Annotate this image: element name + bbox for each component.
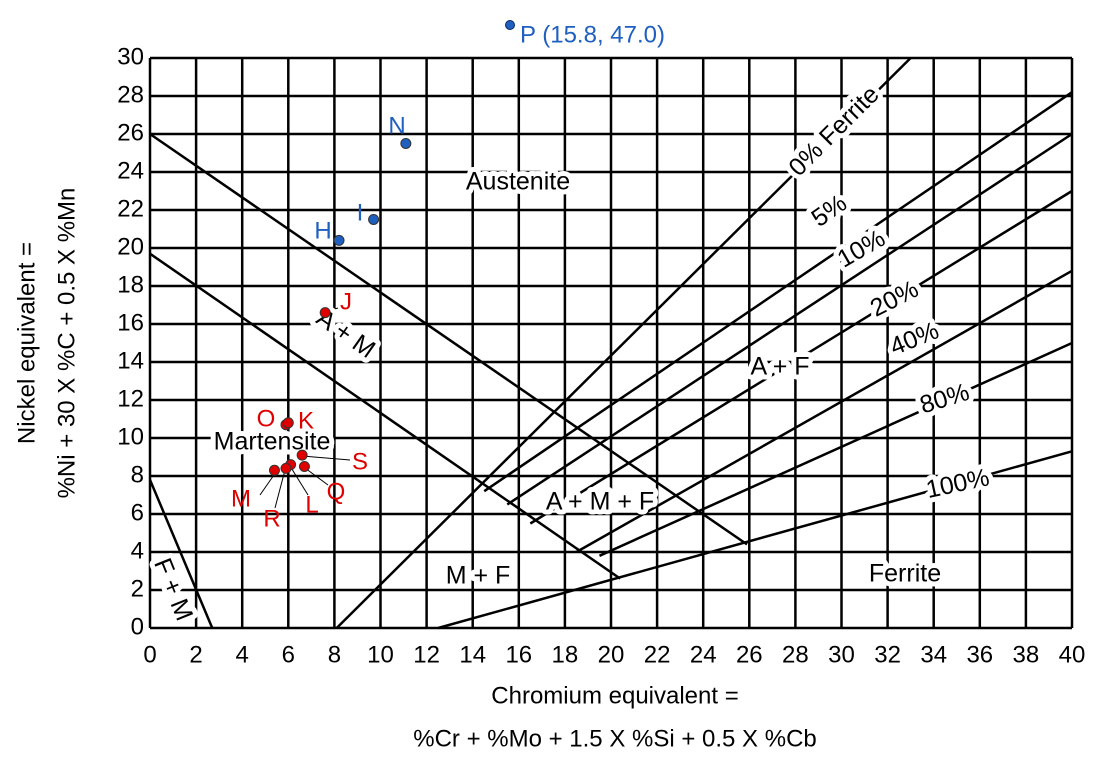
x-tick-label: 22	[644, 641, 671, 668]
y-tick-label: 18	[117, 271, 144, 298]
point-label: J	[340, 288, 352, 315]
y-tick-label: 4	[131, 537, 144, 564]
point-label: K	[298, 407, 314, 434]
point	[333, 234, 345, 246]
boundary-line	[483, 91, 1073, 493]
x-tick-label: 18	[552, 641, 579, 668]
point	[368, 214, 380, 225]
line-label: 5%	[806, 189, 852, 233]
boundary-line	[575, 269, 1073, 554]
point-label: I	[357, 199, 364, 226]
point	[319, 307, 331, 319]
line-label: 20%	[866, 275, 923, 323]
x-tick-label: 12	[413, 641, 440, 668]
point-label: M	[231, 485, 251, 512]
x-axis-label: %Cr + %Mo + 1.5 X %Si + 0.5 X %Cb	[413, 725, 817, 752]
x-tick-label: 2	[189, 641, 202, 668]
leader	[304, 467, 329, 486]
leader	[259, 471, 277, 496]
boundary-line	[598, 341, 1073, 557]
x-tick-label: 6	[282, 641, 295, 668]
x-tick-label: 20	[598, 641, 625, 668]
x-tick-label: 0	[143, 641, 156, 668]
region-label: A + M + F	[546, 488, 654, 516]
boundary-line	[506, 132, 1073, 506]
y-tick-label: 14	[117, 347, 144, 374]
boundaries	[148, 57, 1073, 630]
leader	[301, 455, 351, 461]
region-label: Austenite	[466, 168, 570, 196]
leader	[289, 465, 309, 496]
x-tick-label: 38	[1013, 641, 1040, 668]
x-tick-label: 30	[828, 641, 855, 668]
y-tick-label: 8	[131, 461, 144, 488]
y-tick-label: 20	[117, 233, 144, 260]
line-label: 80%	[917, 378, 973, 419]
point	[296, 449, 308, 461]
point	[400, 138, 412, 149]
region-label: M + F	[446, 562, 511, 590]
point-label: S	[352, 448, 368, 475]
leaders	[259, 307, 351, 509]
point-label: L	[305, 491, 318, 518]
boundary-line	[148, 479, 214, 629]
point-label: O	[257, 405, 276, 432]
point-label: Q	[327, 478, 346, 505]
region-label: Martensite	[214, 428, 331, 456]
x-tick-label: 10	[367, 641, 394, 668]
boundary-line	[437, 450, 1073, 630]
leader	[274, 469, 286, 509]
x-tick-label: 4	[236, 641, 249, 668]
offscale-marker	[505, 20, 515, 30]
y-tick-label: 16	[117, 309, 144, 336]
x-tick-label: 36	[966, 641, 993, 668]
y-tick-label: 0	[131, 613, 144, 640]
y-tick-label: 30	[117, 43, 144, 70]
boundary-line	[149, 252, 621, 580]
x-tick-label: 40	[1059, 641, 1086, 668]
boundary-line	[529, 189, 1073, 525]
x-tick-label: 34	[920, 641, 947, 668]
y-tick-label: 26	[117, 119, 144, 146]
point-label: H	[314, 217, 331, 244]
region-label: A + F	[750, 353, 809, 381]
annotation: P (15.8, 47.0)	[520, 21, 665, 48]
x-tick-label: 26	[736, 641, 763, 668]
point	[280, 462, 292, 474]
y-tick-label: 2	[131, 575, 144, 602]
x-tick-label: 32	[874, 641, 901, 668]
boundary-line	[149, 132, 748, 546]
region-label: Ferrite	[869, 560, 941, 588]
x-tick-label: 8	[328, 641, 341, 668]
point	[268, 464, 280, 476]
y-tick-label: 24	[117, 157, 144, 184]
x-tick-label: 28	[782, 641, 809, 668]
x-tick-label: 16	[505, 641, 532, 668]
y-tick-label: 10	[117, 423, 144, 450]
point	[282, 417, 294, 429]
y-axis-label: Nickel equivalent =	[13, 242, 40, 444]
x-tick-label: 14	[459, 641, 486, 668]
point-label: R	[263, 505, 280, 532]
point	[298, 461, 310, 472]
y-tick-label: 28	[117, 81, 144, 108]
boundary-line	[335, 57, 912, 629]
points	[268, 138, 412, 476]
x-tick-label: 24	[690, 641, 717, 668]
point-label: N	[388, 112, 405, 139]
y-tick-label: 12	[117, 385, 144, 412]
y-axis-label: %Ni + 30 X %C + 0.5 X %Mn	[53, 188, 80, 499]
y-tick-label: 6	[131, 499, 144, 526]
x-axis-label: Chromium equivalent =	[491, 682, 738, 709]
y-tick-label: 22	[117, 195, 144, 222]
